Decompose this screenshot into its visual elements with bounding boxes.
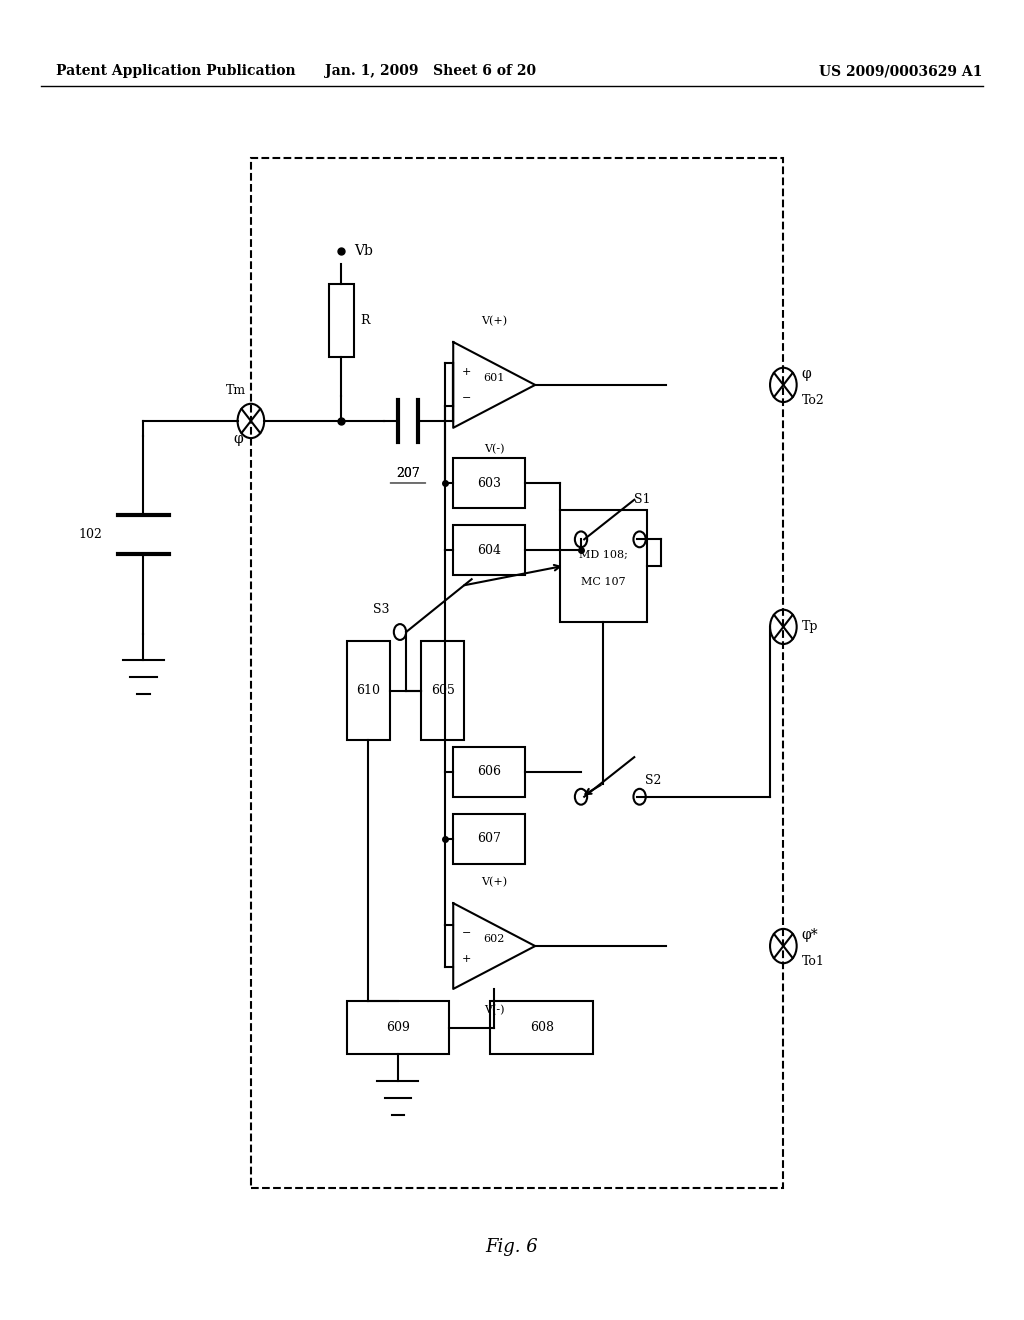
Text: 602: 602 <box>483 935 505 944</box>
Text: 102: 102 <box>79 528 102 541</box>
Text: −: − <box>462 928 471 937</box>
Bar <box>347 1002 450 1055</box>
Text: 607: 607 <box>477 832 501 845</box>
Bar <box>454 813 525 863</box>
Text: 606: 606 <box>477 766 501 779</box>
Text: S1: S1 <box>634 494 651 507</box>
Text: +: + <box>462 954 471 964</box>
Bar <box>454 458 525 508</box>
Bar <box>454 747 525 797</box>
Text: φ*: φ* <box>802 928 818 942</box>
Text: Jan. 1, 2009   Sheet 6 of 20: Jan. 1, 2009 Sheet 6 of 20 <box>325 65 536 78</box>
Text: 604: 604 <box>477 544 501 557</box>
Text: V(+): V(+) <box>481 315 507 326</box>
Text: Tp: Tp <box>802 620 818 634</box>
Bar <box>454 525 525 576</box>
Text: Vb: Vb <box>353 244 373 259</box>
Text: MC 107: MC 107 <box>581 577 626 587</box>
Text: 608: 608 <box>529 1022 554 1035</box>
Text: V(-): V(-) <box>484 444 505 454</box>
Text: φ: φ <box>802 367 812 381</box>
Text: To1: To1 <box>802 956 824 969</box>
Bar <box>421 642 464 741</box>
Text: 207: 207 <box>396 467 420 480</box>
Text: S3: S3 <box>373 603 390 616</box>
Text: −: − <box>462 393 471 403</box>
Text: 207: 207 <box>396 467 420 480</box>
Text: US 2009/0003629 A1: US 2009/0003629 A1 <box>819 65 983 78</box>
Bar <box>560 510 647 622</box>
Bar <box>251 158 783 1188</box>
Text: Tm: Tm <box>225 384 246 397</box>
Text: φ: φ <box>233 432 244 446</box>
Text: To2: To2 <box>802 395 824 408</box>
Bar <box>329 284 354 356</box>
Text: 601: 601 <box>483 374 505 383</box>
Bar <box>347 642 390 741</box>
Text: 603: 603 <box>477 477 501 490</box>
Text: Fig. 6: Fig. 6 <box>485 1238 539 1257</box>
Text: S2: S2 <box>645 775 662 788</box>
Text: V(-): V(-) <box>484 1005 505 1015</box>
Text: +: + <box>462 367 471 376</box>
Text: V(+): V(+) <box>481 876 507 887</box>
Bar <box>490 1002 593 1055</box>
Text: 609: 609 <box>386 1022 410 1035</box>
Text: MD 108;: MD 108; <box>579 549 628 560</box>
Text: 610: 610 <box>356 684 380 697</box>
Text: Patent Application Publication: Patent Application Publication <box>56 65 296 78</box>
Text: R: R <box>359 314 370 327</box>
Text: 605: 605 <box>431 684 455 697</box>
